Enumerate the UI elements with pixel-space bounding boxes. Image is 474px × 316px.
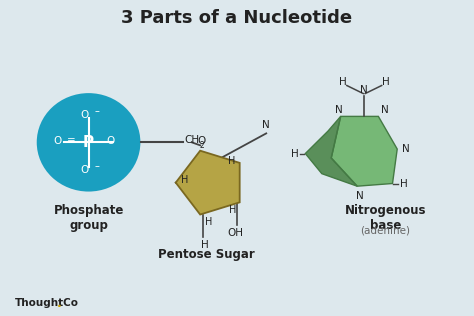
Text: O: O bbox=[81, 165, 89, 175]
Text: O: O bbox=[197, 136, 205, 146]
Text: (adenine): (adenine) bbox=[360, 225, 410, 235]
Text: Phosphate
group: Phosphate group bbox=[54, 204, 124, 232]
Polygon shape bbox=[305, 116, 357, 186]
Text: –: – bbox=[94, 161, 99, 172]
Text: H: H bbox=[201, 240, 209, 251]
Text: O: O bbox=[53, 136, 61, 146]
Text: N: N bbox=[381, 106, 389, 115]
Text: =: = bbox=[67, 136, 76, 146]
Text: Nitrogenous
base: Nitrogenous base bbox=[345, 204, 426, 232]
Text: H: H bbox=[205, 217, 212, 227]
Polygon shape bbox=[331, 116, 397, 186]
Circle shape bbox=[36, 93, 140, 191]
Text: H: H bbox=[400, 179, 407, 189]
Text: H: H bbox=[382, 77, 389, 87]
Text: 2: 2 bbox=[200, 142, 204, 150]
Text: O: O bbox=[81, 110, 89, 119]
Text: N: N bbox=[360, 85, 368, 95]
Text: N: N bbox=[356, 191, 364, 201]
Text: ThoughtCo: ThoughtCo bbox=[15, 298, 79, 308]
Text: Pentose Sugar: Pentose Sugar bbox=[158, 248, 255, 261]
Text: P: P bbox=[83, 135, 94, 150]
Text: OH: OH bbox=[227, 228, 243, 238]
Text: H: H bbox=[291, 149, 298, 159]
Text: –: – bbox=[94, 106, 99, 116]
Polygon shape bbox=[176, 151, 240, 215]
Text: N: N bbox=[262, 120, 270, 130]
Text: CH: CH bbox=[184, 135, 200, 145]
Text: 3 Parts of a Nucleotide: 3 Parts of a Nucleotide bbox=[121, 9, 353, 27]
Text: H: H bbox=[228, 204, 236, 215]
Text: H: H bbox=[228, 156, 235, 166]
Text: O: O bbox=[107, 136, 115, 146]
Text: H: H bbox=[182, 175, 189, 185]
Text: N: N bbox=[335, 106, 343, 115]
Text: H: H bbox=[339, 77, 347, 87]
Text: .: . bbox=[56, 297, 61, 310]
Text: N: N bbox=[402, 144, 410, 154]
